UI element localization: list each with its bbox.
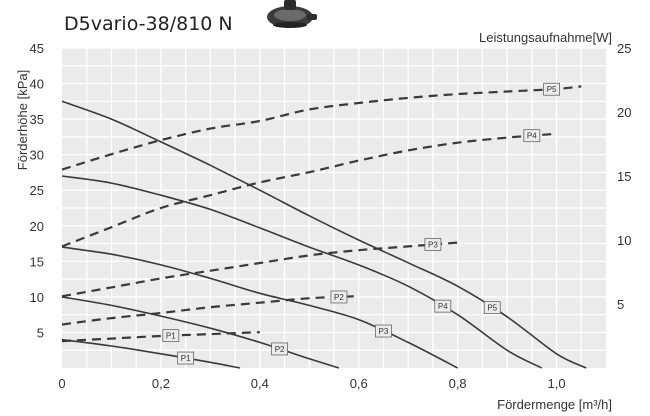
y-left-tick-label: 30 xyxy=(30,148,44,163)
head-curve-p4 xyxy=(61,175,543,369)
curve-label-text: P2 xyxy=(275,345,285,354)
y-right-tick-label: 15 xyxy=(617,169,631,184)
curve-label-text: P4 xyxy=(438,302,448,311)
curve-label-box xyxy=(483,301,501,315)
power-curve-p5 xyxy=(61,85,582,171)
head-curve-p2 xyxy=(61,296,340,369)
curve-label-text: P1 xyxy=(166,332,176,341)
y-left-tick-label: 45 xyxy=(30,41,44,56)
curve-label-box xyxy=(434,299,452,313)
curve-label-power-p2: P2 xyxy=(330,290,348,304)
y-left-tick-label: 20 xyxy=(30,219,44,234)
curve-label-box xyxy=(424,238,442,251)
curve-label-head-p4: P4 xyxy=(434,299,452,313)
x-tick-label: 1,0 xyxy=(548,376,566,391)
x-tick-label: 0,8 xyxy=(449,376,467,391)
power-curve-p1 xyxy=(61,331,260,343)
curve-label-head-p1: P1 xyxy=(177,351,195,365)
curve-label-text: P3 xyxy=(379,327,389,336)
chart-title: D5vario-38/810 N xyxy=(64,13,233,35)
head-curve-p5 xyxy=(61,100,587,369)
curve-label-head-p3: P3 xyxy=(375,324,392,338)
x-tick-label: 0,2 xyxy=(152,376,170,391)
curve-label-text: P2 xyxy=(334,293,344,302)
y-axis-right-label: Leistungsaufnahme[W] xyxy=(479,30,612,45)
gridlines xyxy=(62,47,606,368)
y-axis-left-label: Förderhöhe [kPa] xyxy=(15,70,30,170)
curve-label-power-p4: P4 xyxy=(523,129,541,143)
curve-label-box xyxy=(523,129,541,143)
pump-icon xyxy=(267,0,317,28)
y-right-tick-label: 20 xyxy=(617,105,631,120)
x-axis-label: Fördermenge [m³/h] xyxy=(497,397,612,412)
curve-label-text: P4 xyxy=(527,132,537,141)
curve-label-box xyxy=(162,329,180,343)
y-left-tick-label: 15 xyxy=(30,254,44,269)
curve-label-box xyxy=(271,342,289,356)
y-left-tick-label: 10 xyxy=(30,290,44,305)
y-right-tick-label: 10 xyxy=(617,233,631,248)
y-left-tick-label: 5 xyxy=(37,325,44,340)
curve-label-power-p1: P1 xyxy=(162,329,180,343)
curves xyxy=(61,85,587,369)
power-curve-p3 xyxy=(61,241,458,298)
curve-label-text: P3 xyxy=(428,240,438,249)
tick-labels: 0 0,2 0,4 0,6 0,8 1,0 5 10 15 20 25 30 35 40 45 5 10 15 20… xyxy=(30,41,632,391)
y-left-tick-label: 40 xyxy=(30,77,44,92)
head-curve-p3 xyxy=(61,246,458,369)
curve-label-power-p3: P3 xyxy=(424,238,442,251)
power-curve-p4 xyxy=(61,132,557,248)
curve-label-head-p5: P5 xyxy=(483,301,501,315)
y-left-tick-label: 25 xyxy=(30,183,44,198)
y-right-tick-label: 5 xyxy=(617,297,624,312)
curve-label-box xyxy=(543,82,560,96)
curve-label-box xyxy=(330,290,348,304)
head-curve-p1 xyxy=(61,338,241,369)
curve-label-text: P1 xyxy=(181,354,191,363)
curve-label-text: P5 xyxy=(547,85,557,94)
x-tick-label: 0,6 xyxy=(350,376,368,391)
curve-label-box xyxy=(375,324,392,338)
y-right-tick-label: 25 xyxy=(617,41,631,56)
curve-labels: P1 P2 P3 P4 P5 P1 P2 P3 P4 P5 xyxy=(162,82,560,365)
curve-label-text: P5 xyxy=(487,304,497,313)
curve-label-head-p2: P2 xyxy=(271,342,289,356)
curve-label-box xyxy=(177,351,195,365)
x-tick-label: 0 xyxy=(58,376,65,391)
curve-label-power-p5: P5 xyxy=(543,82,560,96)
x-tick-label: 0,4 xyxy=(251,376,269,391)
y-left-tick-label: 35 xyxy=(30,112,44,127)
power-curve-p2 xyxy=(61,295,354,326)
